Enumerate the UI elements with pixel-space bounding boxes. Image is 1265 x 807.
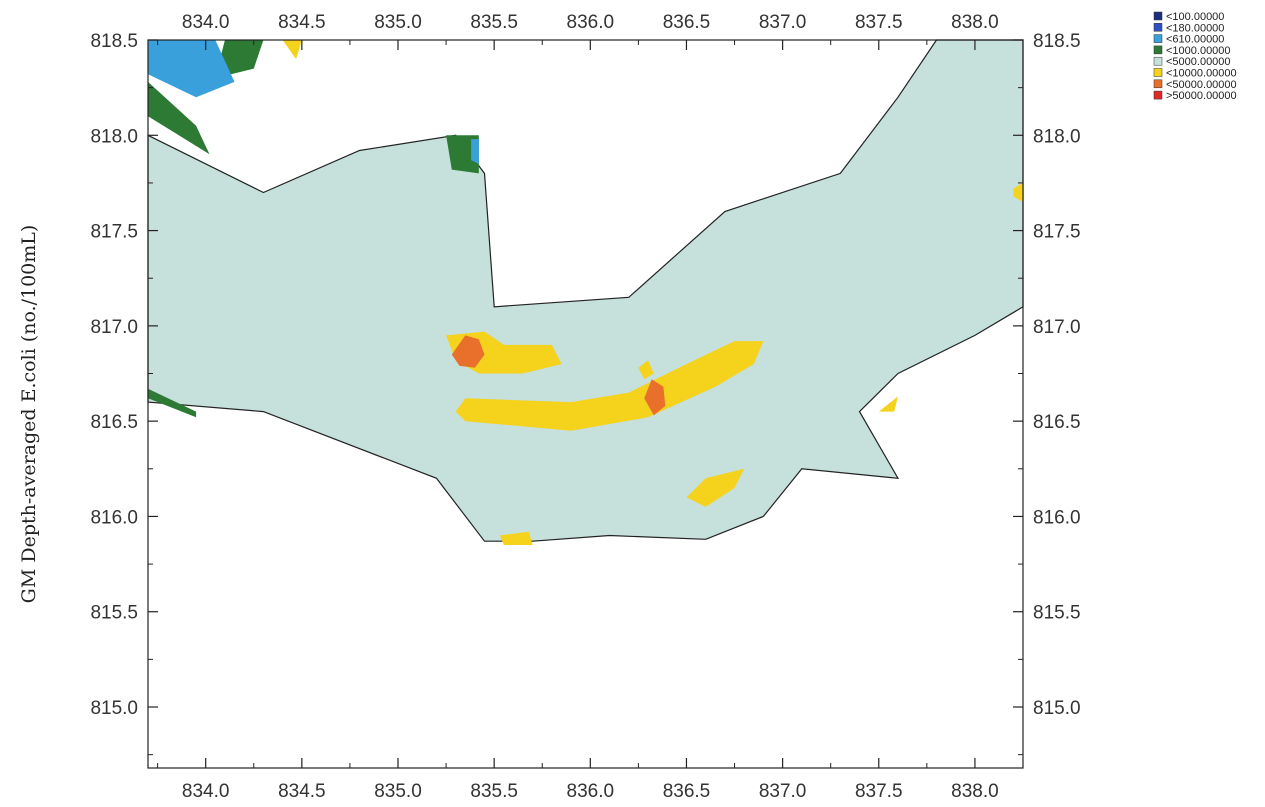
y-tick-label-left: 818.0 xyxy=(90,126,138,147)
legend-label: <100.00000 xyxy=(1166,11,1224,23)
plot-frame xyxy=(147,39,1024,769)
y-tick-label-right: 817.5 xyxy=(1033,222,1081,243)
x-tick-label-bottom: 835.0 xyxy=(374,781,422,802)
x-tick-label-bottom: 836.5 xyxy=(663,781,711,802)
x-tick-label-bottom: 837.0 xyxy=(759,781,807,802)
x-tick-label-bottom: 834.0 xyxy=(182,781,230,802)
legend-swatch xyxy=(1153,11,1163,21)
legend-label: <610.00000 xyxy=(1166,34,1224,46)
x-tick-label-bottom: 837.5 xyxy=(855,781,903,802)
x-tick-label-top: 837.5 xyxy=(855,12,903,33)
zone-14 xyxy=(282,40,302,60)
x-tick-label-top: 838.0 xyxy=(951,12,999,33)
x-tick-label-top: 834.0 xyxy=(182,12,230,33)
zone-12 xyxy=(878,396,898,412)
legend-label: >50000.00000 xyxy=(1166,90,1237,102)
zone-6 xyxy=(471,139,479,164)
y-tick-label-right: 817.0 xyxy=(1033,317,1081,338)
y-tick-label-right: 816.0 xyxy=(1033,507,1081,528)
x-tick-label-bottom: 838.0 xyxy=(951,781,999,802)
x-tick-label-top: 834.5 xyxy=(278,12,326,33)
y-tick-label-right: 816.5 xyxy=(1033,412,1081,433)
legend-swatch xyxy=(1153,45,1163,55)
zone-10 xyxy=(686,468,745,507)
x-tick-label-bottom: 836.0 xyxy=(567,781,615,802)
legend-label: <1000.00000 xyxy=(1166,45,1231,57)
y-tick-label-right: 818.0 xyxy=(1033,126,1081,147)
y-axis-label: GM Depth-averaged E.coli (no./100mL) xyxy=(18,225,40,604)
x-tick-label-top: 835.0 xyxy=(374,12,422,33)
y-tick-label-left: 817.5 xyxy=(90,222,138,243)
x-tick-label-top: 836.5 xyxy=(663,12,711,33)
legend-swatch xyxy=(1153,56,1163,66)
zone-3 xyxy=(446,135,479,174)
legend-label: <180.00000 xyxy=(1166,22,1224,34)
y-tick-label-left: 817.0 xyxy=(90,317,138,338)
y-tick-label-right: 818.5 xyxy=(1033,31,1081,52)
legend-swatch xyxy=(1153,79,1163,89)
zone-1 xyxy=(148,81,210,155)
x-tick-label-top: 835.5 xyxy=(470,12,518,33)
legend-label: <5000.00000 xyxy=(1166,56,1231,68)
y-tick-label-left: 816.0 xyxy=(90,507,138,528)
y-tick-label-left: 815.0 xyxy=(90,698,138,719)
legend-swatch xyxy=(1153,90,1163,100)
axis-ticks: 834.0 834.0 834.5 834.5 835.0 835.0 835.5 835.5… xyxy=(90,12,1080,802)
legend: <100.00000<180.00000<610.00000<1000.0000… xyxy=(1153,11,1237,102)
legend-label: <10000.00000 xyxy=(1166,68,1237,80)
y-tick-label-left: 818.5 xyxy=(90,31,138,52)
zone-5 xyxy=(148,40,235,98)
zone-8 xyxy=(455,341,764,431)
zone-11 xyxy=(499,531,533,545)
x-tick-label-top: 836.0 xyxy=(567,12,615,33)
y-tick-label-left: 815.5 xyxy=(90,603,138,624)
x-tick-label-top: 837.0 xyxy=(759,12,807,33)
x-tick-label-bottom: 835.5 xyxy=(470,781,518,802)
zone-9 xyxy=(638,360,654,380)
x-tick-label-bottom: 834.5 xyxy=(278,781,326,802)
y-tick-label-left: 816.5 xyxy=(90,412,138,433)
legend-label: <50000.00000 xyxy=(1166,79,1237,91)
zone-4 xyxy=(148,388,197,418)
zone-0 xyxy=(147,39,1024,542)
zone-13 xyxy=(1013,182,1023,202)
legend-swatch xyxy=(1153,34,1163,43)
zone-15 xyxy=(451,335,485,368)
legend-swatch xyxy=(1153,23,1163,32)
legend-swatch xyxy=(1153,68,1163,77)
concentration-zones xyxy=(147,39,1024,545)
y-tick-label-right: 815.0 xyxy=(1033,698,1081,719)
y-tick-label-right: 815.5 xyxy=(1033,603,1081,624)
zone-16 xyxy=(644,379,666,416)
